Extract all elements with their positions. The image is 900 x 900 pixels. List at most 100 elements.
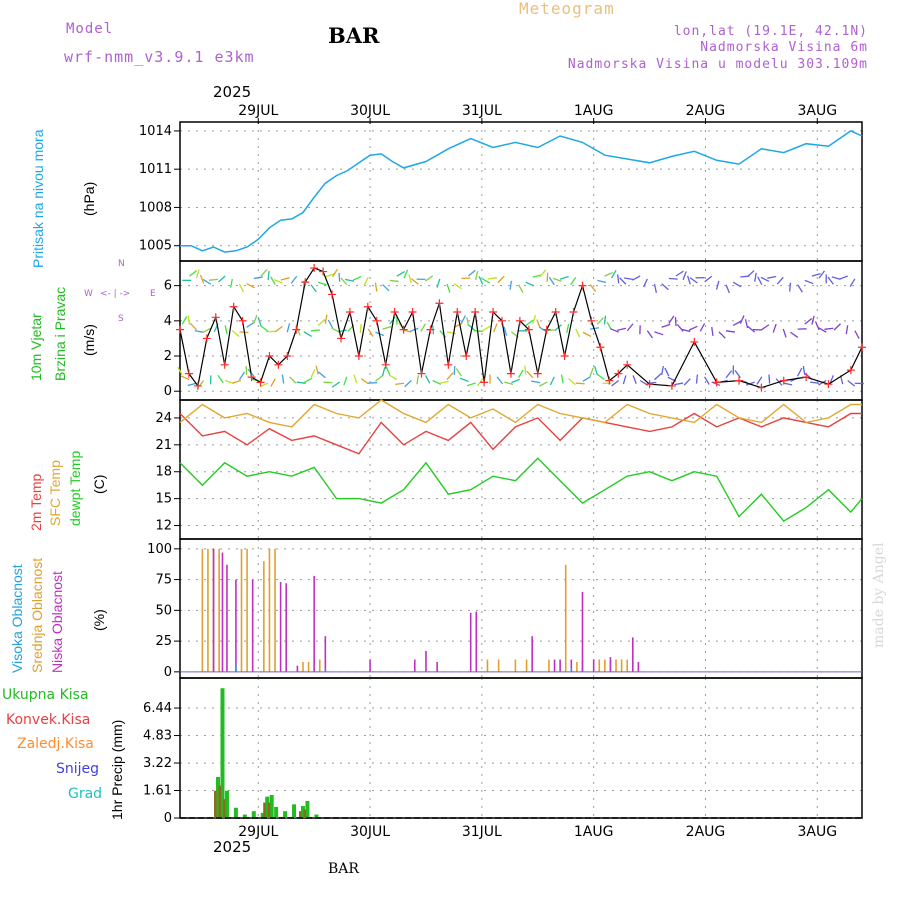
wind-direction-arrow: [532, 314, 537, 324]
wind-direction-arrow: [531, 380, 541, 384]
station-title: BAR: [328, 23, 380, 48]
wind-direction-arrow: [661, 283, 669, 291]
compass-w: W: [84, 289, 93, 299]
wind-speed-marker: [824, 380, 833, 389]
precip-ytick-label: 0: [164, 811, 172, 826]
wind-direction-arrow: [548, 276, 555, 286]
convective-precip-bar: [267, 802, 271, 818]
wind-direction-arrow: [804, 279, 814, 285]
wind-speed-marker: [202, 334, 211, 343]
wind-direction-arrow: [804, 317, 813, 325]
wind-direction-arrow: [582, 376, 591, 382]
wind-direction-arrow: [654, 331, 664, 336]
wind-direction-arrow: [270, 378, 276, 387]
bottom-day-label: 30JUL: [350, 824, 390, 840]
wind-direction-arrow: [424, 375, 431, 384]
wind-direction-arrow: [704, 275, 713, 283]
wind-speed-marker: [515, 316, 524, 325]
wind-direction-arrow: [682, 271, 687, 281]
station-elevation: Nadmorska Visina 6m: [700, 40, 868, 55]
wind-direction-arrow: [604, 271, 613, 277]
wind-speed-marker: [184, 369, 193, 378]
wind-direction-arrow: [503, 326, 508, 336]
wind-direction-arrow: [687, 275, 691, 285]
wind-direction-arrow: [570, 276, 577, 286]
wind-direction-arrow: [195, 269, 200, 279]
cloud-ytick-label: 25: [155, 634, 172, 649]
wind-direction-arrow: [403, 269, 409, 279]
bottom-day-label: 1AUG: [574, 824, 614, 840]
total-precip-bar: [242, 814, 247, 818]
wind-direction-arrow: [711, 326, 714, 337]
wind-direction-arrow: [460, 315, 466, 324]
wind-direction-arrow: [589, 284, 597, 292]
wind-direction-arrow: [699, 323, 706, 332]
wind-speed-marker: [229, 302, 238, 311]
total-precip-bar: [220, 688, 225, 818]
total-precip-bar: [305, 800, 310, 818]
wind-direction-arrow: [493, 323, 498, 333]
model-name: wrf-nmm_v3.9.1 e3km: [64, 48, 255, 66]
wind-direction-arrow: [260, 268, 268, 277]
wind-direction-arrow: [756, 376, 763, 385]
wind-direction-arrow: [715, 280, 720, 290]
wind-direction-arrow: [833, 323, 841, 331]
wind-speed-marker: [533, 369, 542, 378]
wind-speed-marker: [623, 360, 632, 369]
wind-direction-arrow: [289, 376, 297, 384]
wind-direction-arrow: [468, 269, 476, 277]
wind-speed-marker: [712, 378, 721, 387]
wind-direction-arrow: [802, 365, 806, 375]
wind-direction-arrow: [331, 381, 341, 388]
wind-direction-arrow: [524, 365, 527, 375]
cloud-ytick-label: 0: [164, 665, 172, 680]
wind-direction-arrow: [704, 376, 710, 385]
wind-speed-marker: [247, 373, 256, 382]
wind-speed-marker: [587, 316, 596, 325]
convective-precip-bar: [303, 809, 306, 818]
wind-direction-arrow: [303, 377, 313, 384]
wind-speed-marker: [506, 369, 515, 378]
wind-direction-arrow: [466, 317, 470, 327]
top-day-label: 29JUL: [238, 103, 278, 119]
cloud-ytick-label: 50: [155, 603, 172, 618]
wind-direction-arrow: [360, 378, 369, 385]
wind-speed-marker: [363, 302, 372, 311]
wind-direction-arrow: [539, 269, 547, 278]
wind-direction-arrow: [761, 324, 770, 331]
wind-direction-arrow: [552, 277, 562, 282]
total-precip-bar: [216, 777, 221, 818]
wind-speed-marker: [846, 366, 855, 375]
bottom-day-label: 29JUL: [238, 824, 278, 840]
wind-direction-arrow: [303, 331, 312, 337]
total-precip-bar: [233, 807, 238, 818]
wind-direction-arrow: [296, 326, 301, 336]
wind-direction-arrow: [259, 382, 269, 388]
precip-ytick-label: 3.22: [143, 756, 172, 771]
wind-direction-arrow: [568, 378, 576, 386]
wind-direction-arrow: [622, 375, 627, 385]
compass-arrows: <- | ->: [100, 289, 131, 299]
wind-direction-arrow: [575, 382, 585, 385]
wind-speed-marker: [292, 325, 301, 334]
wind-direction-arrow: [661, 365, 665, 376]
wind-direction-arrow: [217, 375, 224, 384]
wind-speed-marker: [220, 360, 229, 369]
wind-direction-arrow: [374, 282, 378, 292]
wind-direction-arrow: [187, 382, 197, 387]
legend-convective-rain: Konvek.Kisa: [6, 712, 91, 728]
model-label: Model: [66, 21, 114, 37]
pressure-ytick-label: 1005: [139, 239, 172, 254]
wind-speed-marker: [176, 325, 184, 334]
year-label-bottom: 2025: [213, 838, 252, 856]
pressure-ytick-label: 1008: [139, 200, 172, 215]
pressure-ytick-label: 1011: [139, 162, 172, 177]
top-day-label: 1AUG: [574, 103, 614, 119]
wind-direction-arrow: [619, 277, 627, 285]
wind-speed-marker: [802, 373, 811, 382]
total-precip-bar: [224, 790, 229, 818]
wind-direction-arrow: [854, 330, 860, 339]
wind-direction-arrow: [424, 275, 434, 282]
wind-speed-marker: [301, 278, 310, 287]
wind-direction-arrow: [725, 330, 736, 333]
